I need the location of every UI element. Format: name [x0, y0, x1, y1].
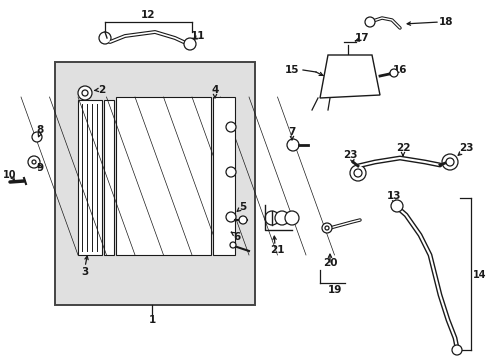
Circle shape [28, 156, 40, 168]
Text: 13: 13 [386, 191, 401, 201]
Circle shape [285, 211, 298, 225]
Text: 1: 1 [148, 315, 155, 325]
Circle shape [274, 211, 288, 225]
Text: 8: 8 [36, 125, 43, 135]
Circle shape [441, 154, 457, 170]
Circle shape [286, 139, 298, 151]
Text: 10: 10 [3, 170, 17, 180]
Circle shape [239, 216, 246, 224]
Text: 21: 21 [269, 245, 284, 255]
Text: 2: 2 [98, 85, 105, 95]
Text: 11: 11 [190, 31, 205, 41]
Circle shape [389, 69, 397, 77]
Circle shape [364, 17, 374, 27]
Polygon shape [319, 55, 379, 98]
Text: 17: 17 [354, 33, 368, 43]
Circle shape [225, 122, 236, 132]
Circle shape [390, 200, 402, 212]
Circle shape [264, 211, 279, 225]
Circle shape [225, 212, 236, 222]
Bar [55, 62, 254, 305]
Text: 9: 9 [37, 163, 43, 173]
Circle shape [321, 223, 331, 233]
Circle shape [225, 167, 236, 177]
Circle shape [349, 165, 365, 181]
Text: 7: 7 [288, 127, 295, 137]
Bar [116, 97, 210, 255]
Bar [213, 97, 235, 255]
Text: 15: 15 [284, 65, 299, 75]
Text: 16: 16 [392, 65, 407, 75]
Text: 20: 20 [322, 258, 337, 268]
Text: 19: 19 [327, 285, 342, 295]
Circle shape [82, 90, 88, 96]
Circle shape [32, 132, 42, 142]
Bar [78, 100, 102, 255]
Text: 5: 5 [239, 202, 246, 212]
Text: 6: 6 [233, 232, 240, 242]
Text: 3: 3 [81, 267, 88, 277]
Text: 12: 12 [141, 10, 155, 20]
Text: 23: 23 [458, 143, 472, 153]
Bar [104, 100, 114, 255]
Circle shape [325, 226, 328, 230]
Circle shape [99, 32, 111, 44]
Text: 18: 18 [438, 17, 452, 27]
Circle shape [353, 169, 361, 177]
Text: 22: 22 [395, 143, 409, 153]
Circle shape [229, 242, 236, 248]
Circle shape [78, 86, 92, 100]
Circle shape [183, 38, 196, 50]
Circle shape [32, 160, 36, 164]
Circle shape [451, 345, 461, 355]
Text: 23: 23 [342, 150, 357, 160]
Text: 14: 14 [472, 270, 486, 280]
Circle shape [445, 158, 453, 166]
Text: 4: 4 [211, 85, 218, 95]
